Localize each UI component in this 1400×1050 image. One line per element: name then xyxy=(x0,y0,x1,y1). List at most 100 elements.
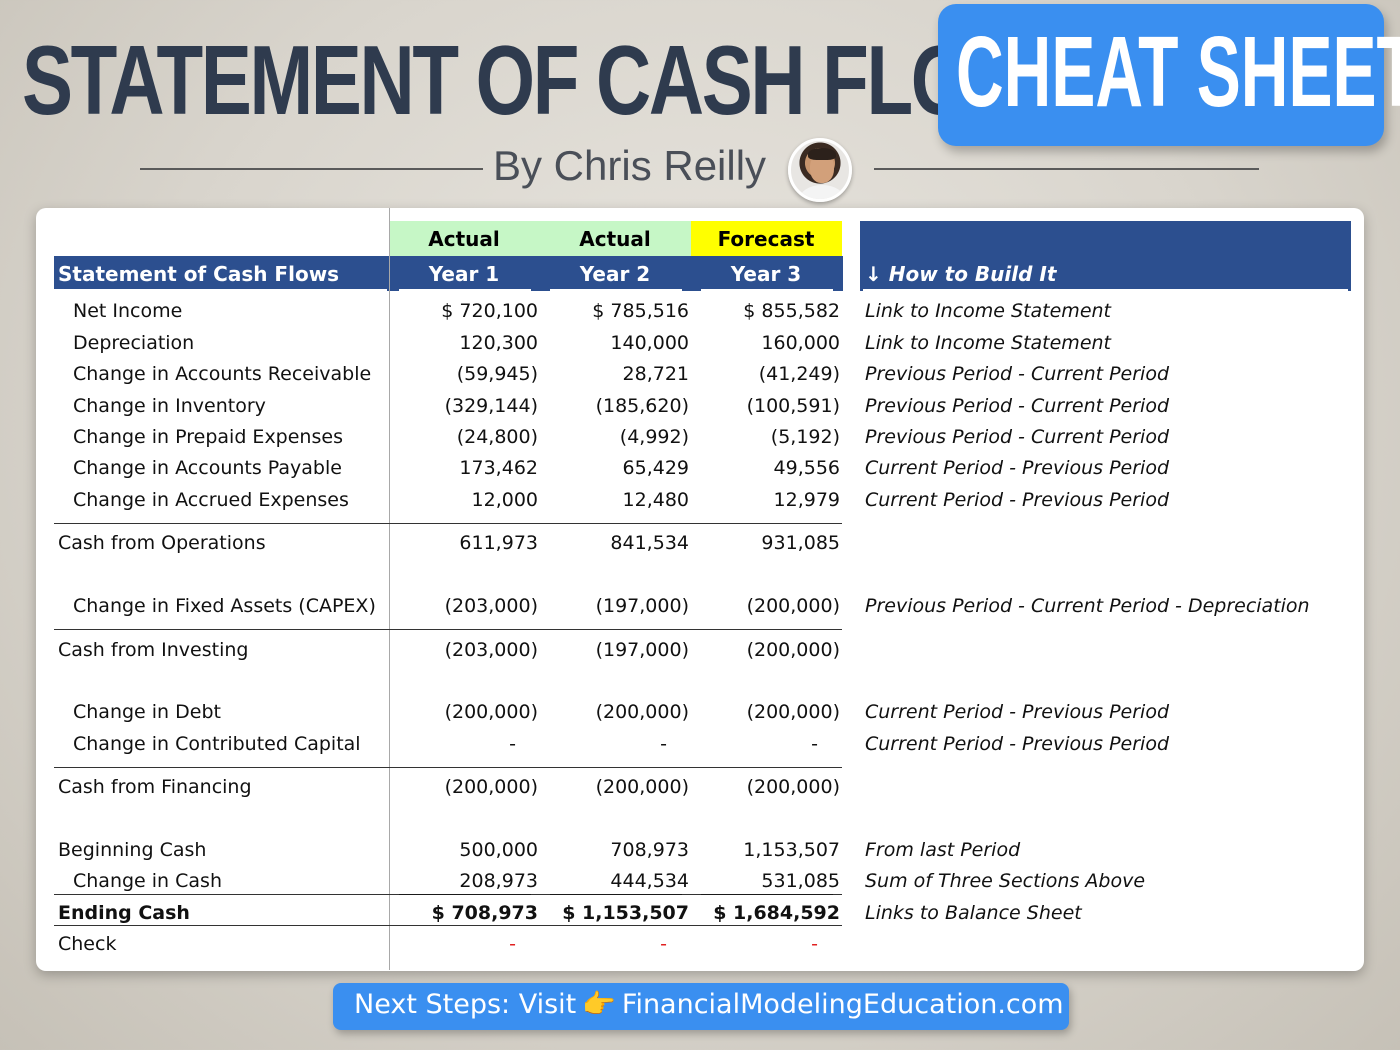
table-row: Change in Accounts Payable 173,462 65,429 4… xyxy=(36,457,1364,488)
row-label: Change in Inventory xyxy=(73,395,266,417)
how-to-build-note: Links to Balance Sheet xyxy=(865,902,1082,924)
row-label: Cash from Financing xyxy=(58,776,252,798)
how-to-build-note: Current Period - Previous Period xyxy=(865,457,1170,479)
row-value-year-2: $ 1,153,507 xyxy=(562,902,689,924)
year-3-header: Year 3 xyxy=(730,262,802,286)
row-value-year-3: (5,192) xyxy=(770,426,840,448)
row-label: Change in Accounts Receivable xyxy=(73,363,372,385)
table-row: Change in Inventory (329,144) (185,620) (10… xyxy=(36,395,1364,426)
row-value-year-1: 208,973 xyxy=(459,870,538,892)
row-value-year-3: $ 1,684,592 xyxy=(713,902,840,924)
table-row: Beginning Cash 500,000 708,973 1,153,507 Fro… xyxy=(36,839,1364,870)
row-value-year-2: - xyxy=(660,933,667,955)
cheat-sheet-badge-text: CHEAT SHEET xyxy=(956,16,1400,128)
row-value-year-2: 28,721 xyxy=(622,363,689,385)
row-value-year-2: (200,000) xyxy=(595,701,689,723)
main-title: STATEMENT OF CASH FLOWS xyxy=(22,25,1089,135)
how-to-build-note: Current Period - Previous Period xyxy=(865,701,1170,723)
next-steps-button[interactable] xyxy=(333,983,1069,1030)
row-value-year-3: (200,000) xyxy=(746,639,840,661)
row-value-year-2: (197,000) xyxy=(595,639,689,661)
row-value-year-1: (59,945) xyxy=(456,363,538,385)
row-value-year-3: (200,000) xyxy=(746,595,840,617)
row-value-year-1: 611,973 xyxy=(459,532,538,554)
row-value-year-3: 49,556 xyxy=(773,457,840,479)
row-label: Cash from Operations xyxy=(58,532,266,554)
row-value-year-1: 120,300 xyxy=(459,332,538,354)
cash-flow-card: Actual Actual Forecast Statement of Cash… xyxy=(36,208,1364,971)
row-value-year-2: 12,480 xyxy=(622,489,689,511)
forecast-header-fill xyxy=(691,221,842,256)
table-row: Change in Debt (200,000) (200,000) (200,000… xyxy=(36,701,1364,732)
row-value-year-3: (200,000) xyxy=(746,776,840,798)
row-value-year-2: 140,000 xyxy=(610,332,689,354)
how-to-build-note: Sum of Three Sections Above xyxy=(865,870,1146,892)
how-to-build-note: From last Period xyxy=(865,839,1021,861)
table-row: Change in Prepaid Expenses (24,800) (4,992… xyxy=(36,426,1364,457)
table-row: Check - - - xyxy=(36,933,1364,964)
row-value-year-1: 173,462 xyxy=(459,457,538,479)
row-value-year-1: (200,000) xyxy=(444,776,538,798)
table-title: Statement of Cash Flows xyxy=(58,262,340,286)
col-header-actual-2: Actual xyxy=(579,227,651,251)
row-value-year-3: (100,591) xyxy=(746,395,840,417)
how-to-build-header: ↓ How to Build It xyxy=(865,262,1057,286)
byline: By Chris Reilly xyxy=(493,142,767,189)
row-label: Change in Accrued Expenses xyxy=(73,489,349,511)
table-row: Depreciation 120,300 140,000 160,000 Link to… xyxy=(36,332,1364,363)
actual-header-fill xyxy=(390,221,691,256)
website-link[interactable]: FinancialModelingEducation.com xyxy=(621,989,1064,1020)
how-to-build-panel xyxy=(860,221,1351,291)
row-value-year-2: (4,992) xyxy=(619,426,689,448)
next-steps-text[interactable]: Next Steps: Visit 👉 FinancialModelingEduca… xyxy=(354,988,1064,1020)
column-divider xyxy=(389,208,390,970)
row-value-year-1: $ 720,100 xyxy=(441,300,538,322)
row-value-year-3: $ 855,582 xyxy=(743,300,840,322)
col-header-forecast: Forecast xyxy=(717,227,815,251)
how-to-build-note: Link to Income Statement xyxy=(865,300,1111,322)
row-label: Depreciation xyxy=(73,332,195,354)
row-value-year-2: $ 785,516 xyxy=(592,300,689,322)
table-row: Change in Contributed Capital - - - Current … xyxy=(36,733,1364,764)
row-value-year-1: (24,800) xyxy=(456,426,538,448)
year-1-header: Year 1 xyxy=(428,262,500,286)
row-label: Cash from Investing xyxy=(58,639,249,661)
row-label: Change in Contributed Capital xyxy=(73,733,361,755)
how-to-build-note: Previous Period - Current Period xyxy=(865,363,1170,385)
row-label: Beginning Cash xyxy=(58,839,207,861)
row-label: Net Income xyxy=(73,300,183,322)
how-to-build-note: Current Period - Previous Period xyxy=(865,489,1170,511)
row-value-year-3: 931,085 xyxy=(761,532,840,554)
row-value-year-3: 1,153,507 xyxy=(743,839,840,861)
row-value-year-2: (200,000) xyxy=(595,776,689,798)
row-value-year-1: $ 708,973 xyxy=(431,902,538,924)
year-2-header: Year 2 xyxy=(579,262,651,286)
row-value-year-3: - xyxy=(811,933,818,955)
table-row: Cash from Financing (200,000) (200,000) (20… xyxy=(36,776,1364,807)
row-value-year-3: (41,249) xyxy=(758,363,840,385)
table-row: Change in Cash 208,973 444,534 531,085 Sum o… xyxy=(36,870,1364,901)
row-value-year-1: (200,000) xyxy=(444,701,538,723)
row-label: Ending Cash xyxy=(58,902,190,924)
row-value-year-2: 708,973 xyxy=(610,839,689,861)
row-value-year-1: 500,000 xyxy=(459,839,538,861)
row-value-year-1: - xyxy=(509,733,516,755)
row-value-year-2: 444,534 xyxy=(610,870,689,892)
table-row: Change in Accounts Receivable (59,945) 28,… xyxy=(36,363,1364,394)
col-header-actual-1: Actual xyxy=(428,227,500,251)
byline-divider-left xyxy=(140,168,483,170)
row-label: Check xyxy=(58,933,117,955)
table-row: Ending Cash $ 708,973 $ 1,153,507 $ 1,684,5… xyxy=(36,902,1364,933)
row-value-year-3: (200,000) xyxy=(746,701,840,723)
row-value-year-1: (203,000) xyxy=(444,595,538,617)
pointing-hand-icon: 👉 xyxy=(582,989,616,1020)
row-value-year-2: 841,534 xyxy=(610,532,689,554)
row-label: Change in Cash xyxy=(73,870,222,892)
table-row: Change in Accrued Expenses 12,000 12,480 12… xyxy=(36,489,1364,520)
byline-divider-right xyxy=(874,168,1259,170)
how-to-build-note: Previous Period - Current Period - Depre… xyxy=(865,595,1310,617)
how-to-build-note: Previous Period - Current Period xyxy=(865,395,1170,417)
how-to-build-note: Current Period - Previous Period xyxy=(865,733,1170,755)
row-label: Change in Accounts Payable xyxy=(73,457,342,479)
row-value-year-3: 160,000 xyxy=(761,332,840,354)
